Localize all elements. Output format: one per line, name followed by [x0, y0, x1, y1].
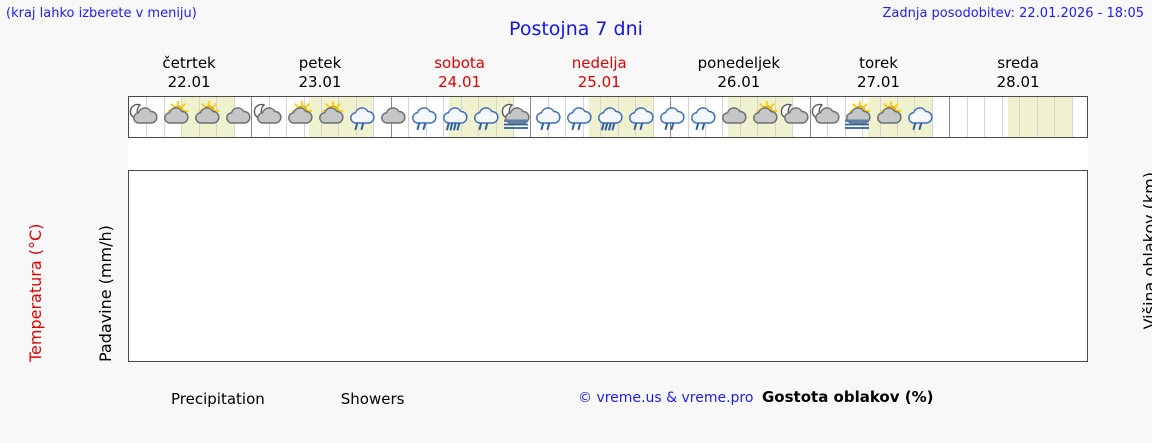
location-menu-note: (kraj lahko izberete v meniju) — [6, 6, 197, 21]
icon-cell-divider — [931, 97, 933, 137]
cloud-rain-icon — [345, 101, 377, 135]
page-title: Postojna 7 dni — [509, 18, 643, 40]
day-name: nedelja — [571, 54, 627, 72]
cloudheight-axis-title: Višina oblakov (km) — [1140, 172, 1152, 330]
sun-cloud-icon — [283, 100, 315, 135]
icon-cell-divider — [984, 97, 986, 137]
day-header-5: ponedeljek 26.01 — [669, 54, 809, 94]
day-header-2: petek 23.01 — [250, 54, 390, 94]
precipitation-swatch — [128, 393, 162, 406]
day-separator-1 — [251, 97, 253, 137]
sun-fog-icon — [841, 100, 873, 135]
day-header-row: četrtek 22.01 petek 23.01 sobota 24.01 nedelja… — [128, 54, 1088, 94]
cloud-icon — [376, 101, 408, 135]
day-date: 27.01 — [857, 73, 900, 91]
day-date: 25.01 — [577, 73, 621, 91]
cloud-rain-icon — [562, 101, 594, 135]
day-separator-5 — [809, 97, 811, 137]
precipitation-legend-label: Precipitation — [171, 390, 265, 408]
copyright-link[interactable]: © vreme.us & vreme.pro — [578, 390, 754, 406]
moon-cloud-icon — [810, 101, 842, 135]
icon-cell-divider — [1036, 97, 1038, 137]
sun-cloud-icon — [872, 100, 904, 135]
icon-cell-divider — [1001, 97, 1003, 137]
day-header-6: torek 27.01 — [809, 54, 949, 94]
cloud-rain-heavy-icon — [438, 101, 470, 135]
daylight-band-7 — [1007, 97, 1072, 137]
moon-cloud-icon — [252, 101, 284, 135]
weather-icon-band — [128, 96, 1088, 138]
day-header-3: sobota 24.01 — [390, 54, 530, 94]
cloud-rain-icon — [624, 101, 656, 135]
cloud-rain-icon — [407, 101, 439, 135]
cloud-density-scale-ticks — [944, 403, 1112, 421]
icon-cell-divider — [1054, 97, 1056, 137]
cloud-density-color-scale — [944, 387, 1099, 402]
cloud-rain-icon — [469, 101, 501, 135]
icon-cell-divider — [844, 97, 846, 137]
day-date: 23.01 — [298, 73, 342, 91]
sun-cloud-icon — [748, 100, 780, 135]
sun-cloud-icon — [159, 100, 191, 135]
day-date: 24.01 — [438, 73, 482, 91]
series-legend: Precipitation Showers — [128, 388, 404, 410]
icon-cell-divider — [286, 97, 288, 137]
day-date: 28.01 — [996, 73, 1040, 91]
day-header-1: četrtek 22.01 — [128, 54, 250, 94]
temperature-axis-title: Temperatura (°C) — [26, 223, 45, 362]
day-date: 22.01 — [167, 73, 211, 91]
cloud-icon — [717, 101, 749, 135]
day-name: ponedeljek — [697, 54, 781, 72]
icon-cell-divider — [565, 97, 567, 137]
day-separator-6 — [949, 97, 951, 137]
icon-cell-divider — [1071, 97, 1073, 137]
showers-swatch — [298, 393, 332, 406]
cloud-rain-heavy-icon — [593, 101, 625, 135]
day-separator-3 — [530, 97, 532, 137]
precipitation-axis-title: Padavine (mm/h) — [96, 225, 115, 362]
wind-barb-band — [128, 138, 1088, 170]
day-date: 26.01 — [717, 73, 761, 91]
day-header-4: nedelja 25.01 — [529, 54, 669, 94]
day-name: sobota — [434, 54, 485, 72]
moon-cloud-icon — [129, 101, 160, 135]
cloud-rain-icon — [686, 101, 718, 135]
showers-legend-label: Showers — [340, 390, 405, 408]
icon-cell-divider — [966, 97, 968, 137]
day-name: petek — [298, 54, 342, 72]
day-name: sreda — [997, 54, 1039, 72]
last-update-label: Zadnja posodobitev: 22.01.2026 - 18:05 — [882, 6, 1144, 21]
moon-cloud-icon — [779, 101, 811, 135]
icon-cell-divider — [687, 97, 689, 137]
day-name: četrtek — [162, 54, 216, 72]
day-header-7: sreda 28.01 — [948, 54, 1088, 94]
cloud-density-legend-title: Gostota oblakov (%) — [762, 388, 934, 406]
icon-cell-divider — [163, 97, 165, 137]
icon-cell-divider — [1019, 97, 1021, 137]
sun-cloud-icon — [314, 100, 346, 135]
sun-cloud-icon — [190, 100, 222, 135]
cloud-rain-icon — [531, 101, 563, 135]
time-axis-ticks — [128, 363, 1088, 383]
meteogram-plot — [128, 170, 1088, 362]
icon-cell-divider — [408, 97, 410, 137]
day-name: torek — [859, 54, 898, 72]
moon-fog-icon — [500, 101, 532, 135]
cloud-rain-icon — [655, 101, 687, 135]
cloud-rain-icon — [903, 101, 935, 135]
cloud-icon — [221, 101, 253, 135]
